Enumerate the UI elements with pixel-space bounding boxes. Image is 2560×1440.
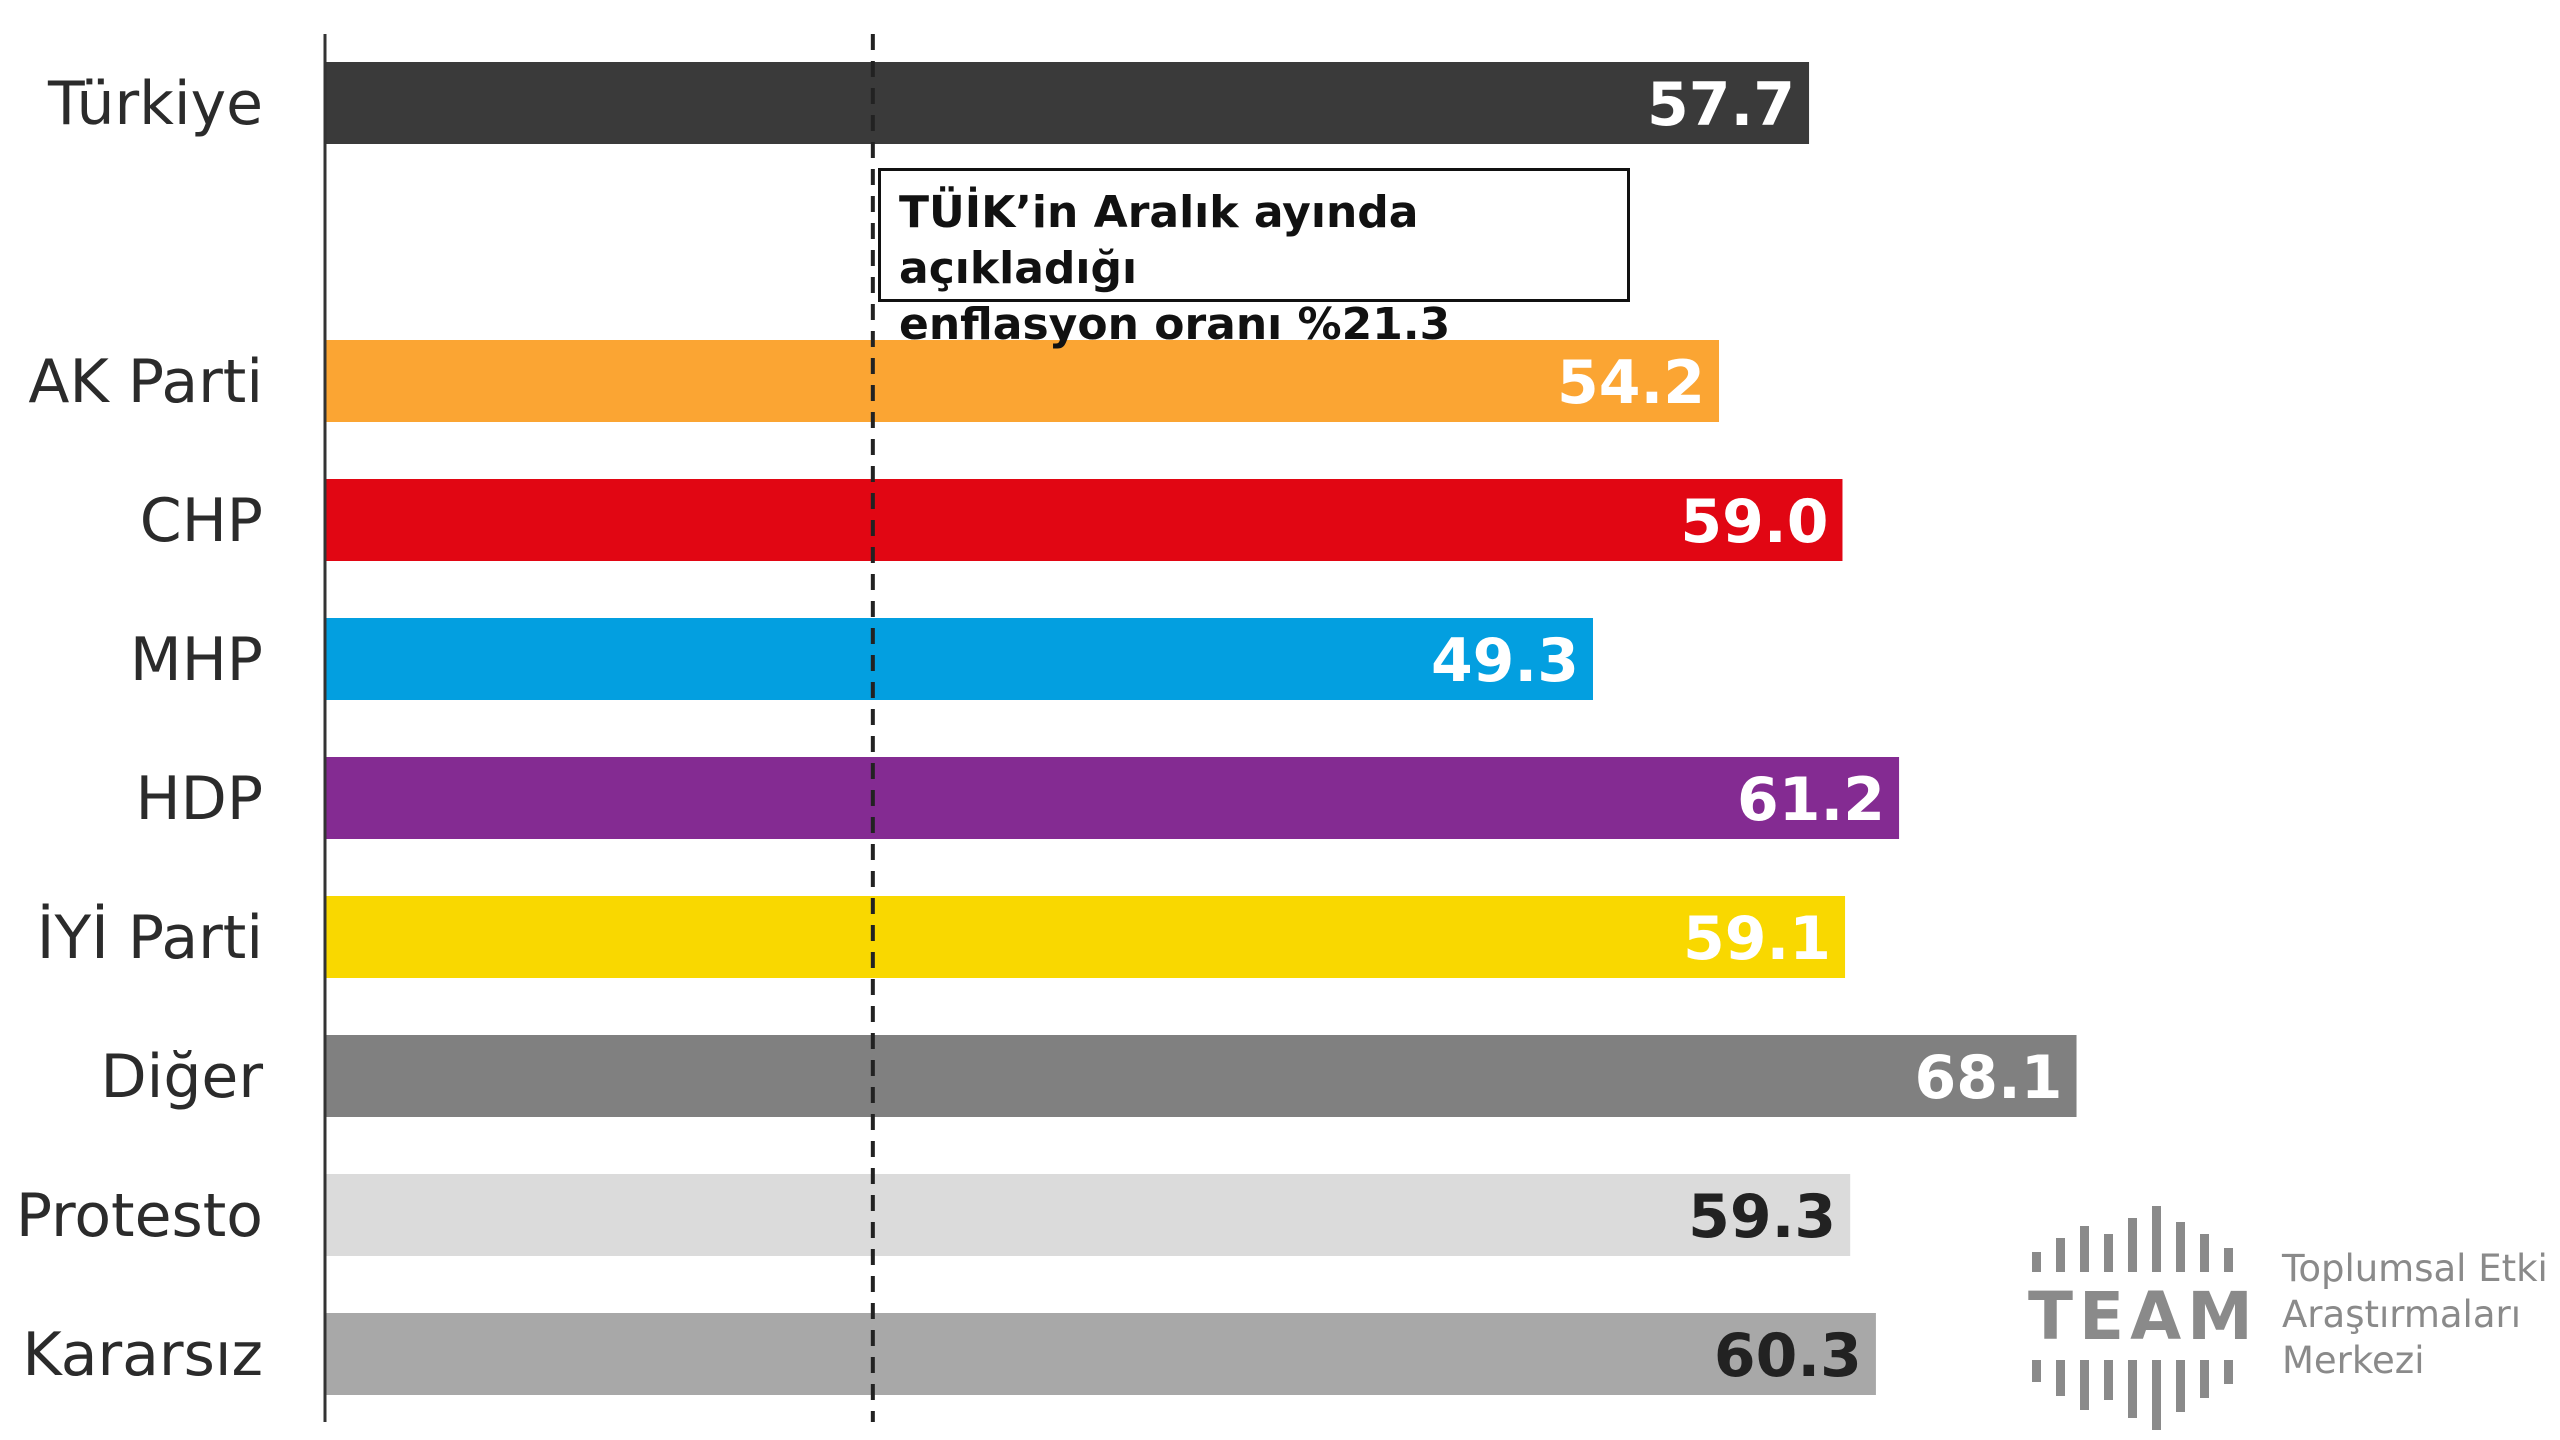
bar-5 bbox=[325, 896, 1846, 978]
category-label-5: İYİ Parti bbox=[37, 902, 263, 973]
category-label-0: Türkiye bbox=[47, 69, 263, 139]
logo-wordmark: TEAM bbox=[2028, 1278, 2259, 1355]
value-label-5: 59.1 bbox=[1683, 904, 1831, 974]
value-label-2: 59.0 bbox=[1680, 487, 1828, 557]
logo-text-line-3: Merkezi bbox=[2282, 1339, 2425, 1382]
annotation-line-1: TÜİK’in Aralık ayında açıkladığı bbox=[899, 187, 1419, 294]
logo-text-line-1: Toplumsal Etki bbox=[2282, 1247, 2548, 1290]
category-label-3: MHP bbox=[130, 625, 263, 695]
category-label-4: HDP bbox=[136, 764, 264, 834]
value-label-4: 61.2 bbox=[1737, 765, 1885, 835]
value-label-7: 59.3 bbox=[1688, 1182, 1836, 1252]
category-label-6: Diğer bbox=[100, 1042, 263, 1112]
value-label-8: 60.3 bbox=[1714, 1321, 1862, 1391]
bar-4 bbox=[325, 757, 1900, 839]
category-label-1: AK Parti bbox=[28, 347, 263, 417]
annotation-line-2: enflasyon oranı %21.3 bbox=[899, 299, 1451, 350]
bar-1 bbox=[325, 340, 1720, 422]
category-label-2: CHP bbox=[140, 486, 263, 556]
value-label-6: 68.1 bbox=[1914, 1043, 2062, 1113]
bar-3 bbox=[325, 618, 1593, 700]
bar-0 bbox=[325, 62, 1810, 144]
logo-bars-bottom bbox=[2032, 1360, 2233, 1430]
team-logo: TEAM Toplumsal Etki Araştırmaları Merkez… bbox=[2020, 1198, 2560, 1438]
logo-text: Toplumsal Etki Araştırmaları Merkezi bbox=[2282, 1246, 2548, 1384]
bar-8 bbox=[325, 1313, 1876, 1395]
bar-2 bbox=[325, 479, 1843, 561]
category-label-7: Protesto bbox=[16, 1181, 263, 1251]
logo-bars-top bbox=[2032, 1206, 2233, 1272]
value-label-0: 57.7 bbox=[1647, 70, 1795, 140]
bar-7 bbox=[325, 1174, 1851, 1256]
value-label-1: 54.2 bbox=[1557, 348, 1705, 418]
logo-text-line-2: Araştırmaları bbox=[2282, 1293, 2521, 1336]
inflation-annotation: TÜİK’in Aralık ayında açıkladığı enflasy… bbox=[878, 168, 1630, 350]
bar-6 bbox=[325, 1035, 2077, 1117]
category-label-8: Kararsız bbox=[22, 1320, 263, 1390]
value-label-3: 49.3 bbox=[1431, 626, 1579, 696]
